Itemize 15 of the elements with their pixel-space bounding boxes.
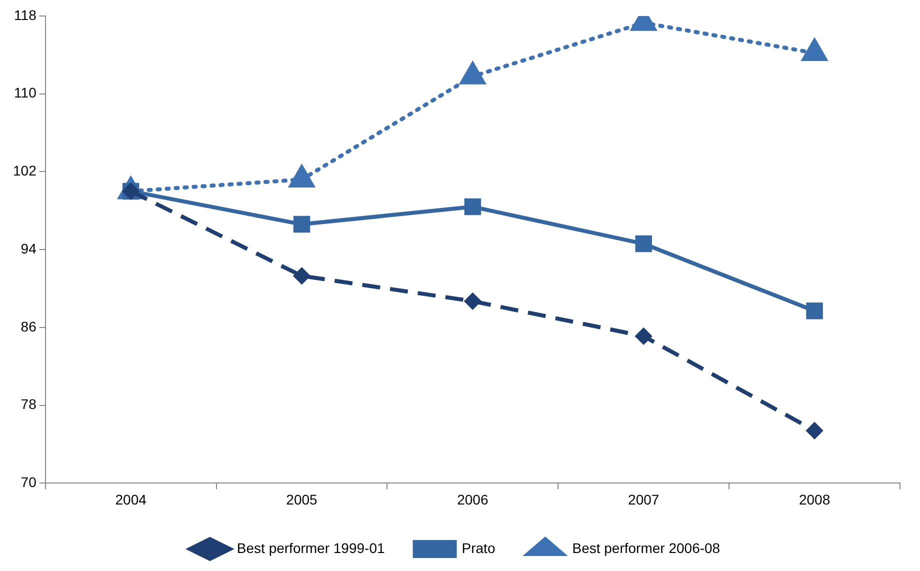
legend-label: Best performer 1999-01: [236, 540, 385, 556]
y-tick-label: 94: [20, 240, 37, 256]
y-tick-label: 70: [20, 474, 37, 490]
x-tick-label: 2006: [457, 491, 488, 508]
x-tick-label: 2008: [798, 491, 830, 508]
y-tick-label: 78: [20, 396, 37, 412]
y-tick-label: 86: [20, 318, 37, 334]
legend-label: Best performer 2006-08: [572, 540, 720, 556]
x-tick-label: 2007: [628, 491, 660, 508]
y-tick-label: 110: [14, 84, 37, 101]
x-tick-label: 2005: [286, 491, 318, 508]
y-tick-label: 102: [13, 162, 37, 179]
y-tick-label: 118: [14, 6, 37, 23]
legend-label: Prato: [462, 540, 496, 556]
x-tick-label: 2004: [115, 491, 147, 508]
